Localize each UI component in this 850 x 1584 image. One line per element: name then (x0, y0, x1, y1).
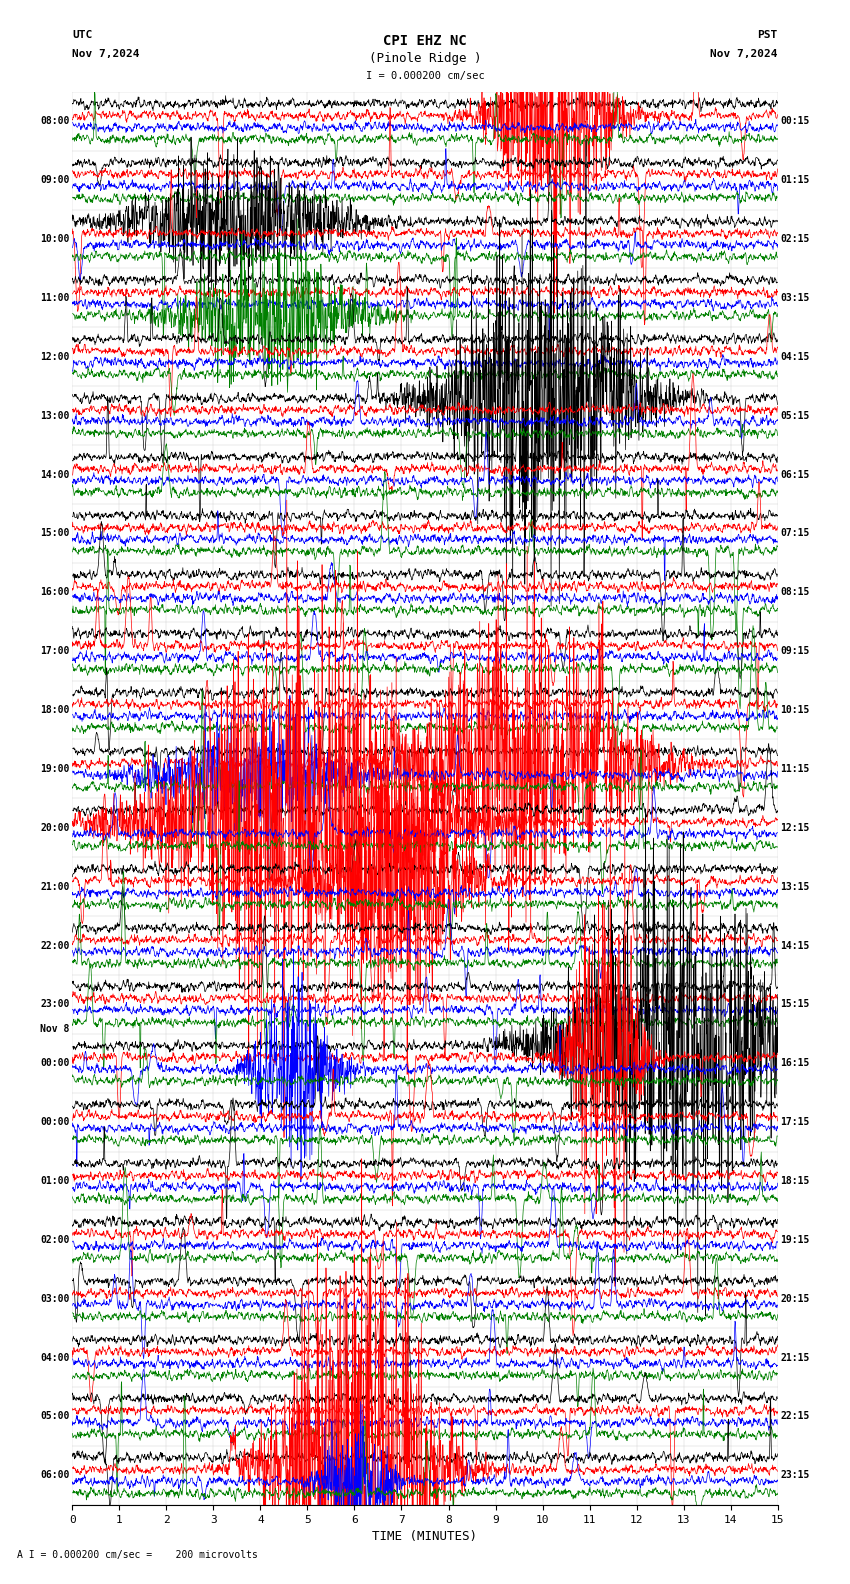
Text: 16:15: 16:15 (780, 1058, 810, 1068)
Text: I = 0.000200 cm/sec: I = 0.000200 cm/sec (366, 71, 484, 81)
Text: 00:00: 00:00 (40, 1058, 70, 1068)
Text: 00:15: 00:15 (780, 116, 810, 127)
Text: 05:15: 05:15 (780, 410, 810, 421)
Text: 02:00: 02:00 (40, 1236, 70, 1245)
Text: 04:00: 04:00 (40, 1353, 70, 1362)
Text: 16:00: 16:00 (40, 588, 70, 597)
Text: 06:15: 06:15 (780, 469, 810, 480)
Text: 01:15: 01:15 (780, 176, 810, 185)
Text: 11:15: 11:15 (780, 763, 810, 775)
Text: 10:15: 10:15 (780, 705, 810, 714)
Text: A I = 0.000200 cm/sec =    200 microvolts: A I = 0.000200 cm/sec = 200 microvolts (17, 1551, 258, 1560)
Text: 13:00: 13:00 (40, 410, 70, 421)
Text: 14:15: 14:15 (780, 941, 810, 950)
Text: 21:00: 21:00 (40, 882, 70, 892)
Text: 14:00: 14:00 (40, 469, 70, 480)
Text: 11:00: 11:00 (40, 293, 70, 303)
Text: 22:00: 22:00 (40, 941, 70, 950)
Text: 19:00: 19:00 (40, 763, 70, 775)
Text: 05:00: 05:00 (40, 1411, 70, 1421)
X-axis label: TIME (MINUTES): TIME (MINUTES) (372, 1530, 478, 1543)
Text: 18:15: 18:15 (780, 1175, 810, 1186)
Text: 03:00: 03:00 (40, 1294, 70, 1304)
Text: 18:00: 18:00 (40, 705, 70, 714)
Text: 12:15: 12:15 (780, 822, 810, 833)
Text: 08:15: 08:15 (780, 588, 810, 597)
Text: 02:15: 02:15 (780, 234, 810, 244)
Text: 23:15: 23:15 (780, 1470, 810, 1481)
Text: 17:15: 17:15 (780, 1117, 810, 1128)
Text: 12:00: 12:00 (40, 352, 70, 361)
Text: 06:00: 06:00 (40, 1470, 70, 1481)
Text: PST: PST (757, 30, 778, 40)
Text: 03:15: 03:15 (780, 293, 810, 303)
Text: 19:15: 19:15 (780, 1236, 810, 1245)
Text: 21:15: 21:15 (780, 1353, 810, 1362)
Text: 15:15: 15:15 (780, 1000, 810, 1009)
Text: 09:00: 09:00 (40, 176, 70, 185)
Text: 09:15: 09:15 (780, 646, 810, 656)
Text: (Pinole Ridge ): (Pinole Ridge ) (369, 52, 481, 65)
Text: 08:00: 08:00 (40, 116, 70, 127)
Text: 20:15: 20:15 (780, 1294, 810, 1304)
Text: 10:00: 10:00 (40, 234, 70, 244)
Text: 17:00: 17:00 (40, 646, 70, 656)
Text: CPI EHZ NC: CPI EHZ NC (383, 35, 467, 48)
Text: UTC: UTC (72, 30, 93, 40)
Text: 15:00: 15:00 (40, 529, 70, 539)
Text: Nov 8: Nov 8 (40, 1025, 70, 1034)
Text: 07:15: 07:15 (780, 529, 810, 539)
Text: 13:15: 13:15 (780, 882, 810, 892)
Text: 22:15: 22:15 (780, 1411, 810, 1421)
Text: Nov 7,2024: Nov 7,2024 (711, 49, 778, 59)
Text: Nov 7,2024: Nov 7,2024 (72, 49, 139, 59)
Text: 00:00: 00:00 (40, 1117, 70, 1128)
Text: 20:00: 20:00 (40, 822, 70, 833)
Text: 04:15: 04:15 (780, 352, 810, 361)
Text: 23:00: 23:00 (40, 1000, 70, 1009)
Text: 01:00: 01:00 (40, 1175, 70, 1186)
